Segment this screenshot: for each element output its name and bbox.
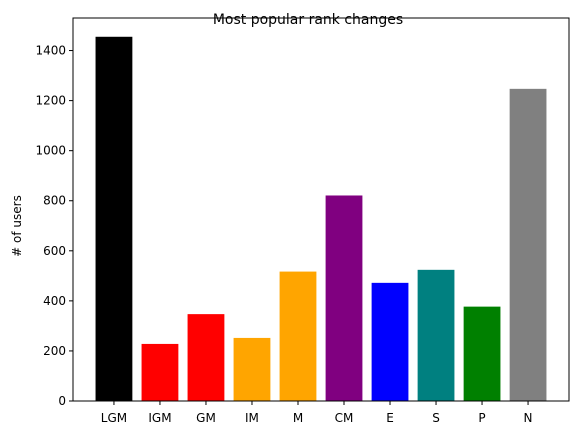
x-tick-label: CM [335, 411, 354, 425]
y-tick-label: 1000 [35, 144, 66, 158]
x-tick-label: S [432, 411, 440, 425]
bar-gm [187, 314, 225, 401]
bar-cm [325, 195, 363, 401]
x-tick-label: GM [196, 411, 216, 425]
x-tick-label: N [524, 411, 533, 425]
bar-lgm [95, 36, 133, 402]
y-tick-label: 1200 [35, 94, 66, 108]
chart-title: Most popular rank changes [213, 12, 403, 28]
bar-igm [141, 343, 179, 401]
x-tick-label: IGM [148, 411, 171, 425]
y-tick-label: 400 [43, 294, 66, 308]
y-tick-label: 1400 [35, 44, 66, 58]
y-tick-label: 800 [43, 194, 66, 208]
bar-im [233, 337, 271, 401]
plot-frame [72, 17, 570, 402]
bar-m [279, 271, 317, 401]
y-axis-ticks: 0 200 400 600 800 1000 1200 1400 [35, 44, 73, 408]
x-tick-label: E [386, 411, 394, 425]
y-tick-label: 0 [58, 394, 66, 408]
x-tick-label: IM [245, 411, 259, 425]
y-tick-label: 200 [43, 344, 66, 358]
bar-p [463, 306, 501, 401]
y-axis-label: # of users [10, 195, 24, 257]
x-tick-label: M [293, 411, 303, 425]
x-tick-label: LGM [101, 411, 127, 425]
x-axis-ticks: LGM IGM GM IM M CM E S P N [101, 401, 533, 425]
bar-e [371, 282, 409, 401]
bar-s [417, 269, 455, 401]
bar-n [509, 88, 547, 402]
bars-group [95, 36, 547, 402]
x-tick-label: P [478, 411, 485, 425]
y-tick-label: 600 [43, 244, 66, 258]
